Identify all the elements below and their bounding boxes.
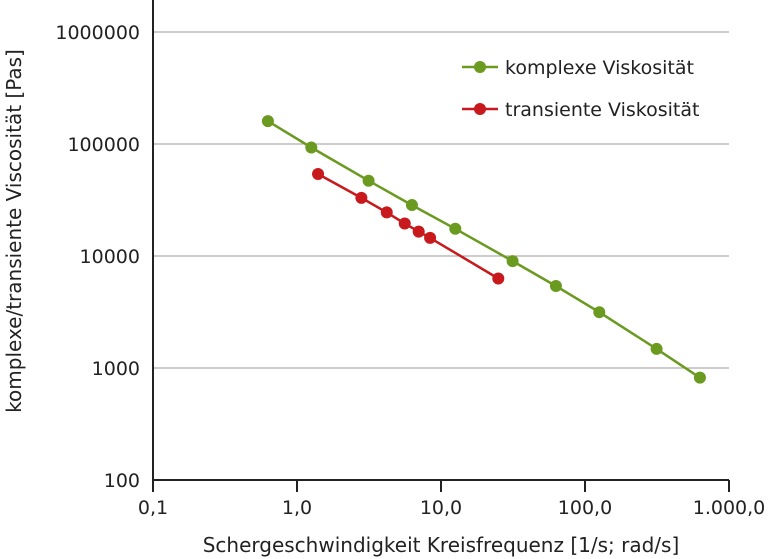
data-point xyxy=(362,174,375,187)
x-axis-title: Schergeschwindigkeit Kreisfrequenz [1/s;… xyxy=(203,533,680,557)
y-axis-title: komplexe/transiente Viscosität [Pas] xyxy=(2,49,26,413)
data-point xyxy=(312,167,325,180)
series xyxy=(261,115,706,384)
grid-lines xyxy=(153,31,729,369)
series-2 xyxy=(312,167,505,285)
data-point xyxy=(549,279,562,292)
legend-swatch-marker xyxy=(474,61,486,73)
data-point xyxy=(693,371,706,384)
legend: komplexe Viskosität transiente Viskosität xyxy=(462,57,699,121)
legend-label: komplexe Viskosität xyxy=(505,57,694,79)
x-tick-label: 100,0 xyxy=(558,497,612,519)
series-1 xyxy=(261,115,706,384)
y-tick-label: 1000000 xyxy=(55,22,140,44)
series-line xyxy=(267,120,701,379)
data-point xyxy=(412,225,425,238)
data-point xyxy=(398,217,411,230)
x-tick-label: 1,0 xyxy=(282,497,312,519)
y-tick-label: 10000 xyxy=(80,246,140,268)
y-tick-label: 100000 xyxy=(67,134,140,156)
x-tick-label: 0,1 xyxy=(138,497,168,519)
data-point xyxy=(650,342,663,355)
y-tick-label: 1000 xyxy=(92,358,140,380)
legend-item-1: komplexe Viskosität xyxy=(462,57,694,79)
legend-label: transiente Viskosität xyxy=(505,99,699,121)
data-point xyxy=(355,191,368,204)
data-point xyxy=(305,141,318,154)
data-point xyxy=(424,231,437,244)
legend-swatch-marker xyxy=(474,103,486,115)
data-point xyxy=(380,206,393,219)
x-tick-label: 1.000,0 xyxy=(693,497,766,519)
x-tick-label: 10,0 xyxy=(420,497,462,519)
data-point xyxy=(405,199,418,212)
ticks: 100 1000 10000 100000 1000000 0,1 1,0 10,0 100,0… xyxy=(55,22,765,519)
legend-item-2: transiente Viskosität xyxy=(462,99,699,121)
data-point xyxy=(593,306,606,319)
data-point xyxy=(261,115,274,128)
data-point xyxy=(506,255,519,268)
data-point xyxy=(492,272,505,285)
y-tick-label: 100 xyxy=(104,470,140,492)
data-point xyxy=(449,222,462,235)
